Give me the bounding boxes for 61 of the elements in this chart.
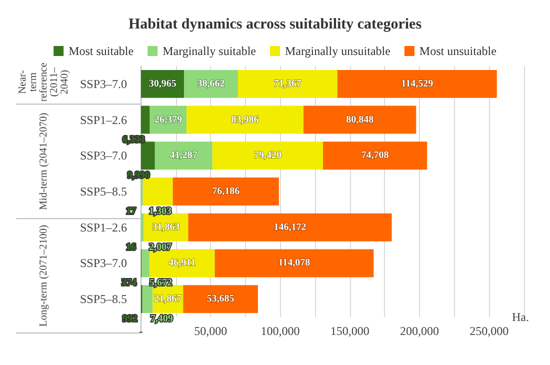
data-label: 83,986 (231, 114, 259, 126)
data-label: 79,420 (254, 150, 282, 162)
y-tick-label: SSP1–2.6 (80, 220, 127, 234)
legend-label: Most unsuitable (419, 44, 496, 58)
bar (323, 142, 428, 170)
bar (188, 213, 392, 242)
bar (214, 249, 374, 278)
bar (186, 106, 304, 134)
data-label: 9,990 (127, 170, 150, 182)
x-axis-title: Ha. (512, 310, 529, 324)
x-tick-label: 150,000 (330, 324, 370, 338)
x-tick-label: 100,000 (260, 324, 300, 338)
data-label: 114,529 (401, 78, 434, 90)
y-tick-label: SSP5–8.5 (80, 184, 127, 198)
text: Near-term reference (2011–2040) (18, 62, 70, 102)
data-label: 74,708 (361, 150, 389, 162)
y-tick-label: SSP3–7.0 (80, 256, 127, 270)
bar (141, 213, 144, 242)
bar (142, 178, 173, 206)
text: Mid-term (2041–2070) (38, 112, 50, 210)
data-label: 80,848 (346, 114, 374, 126)
bar (142, 285, 153, 314)
x-tick-label: - (139, 324, 143, 338)
data-label: 71,367 (274, 78, 302, 90)
data-label: 41,287 (170, 150, 198, 162)
x-tick-label: 200,000 (400, 324, 440, 338)
data-label: 46,911 (168, 258, 196, 269)
x-tick-label: 50,000 (194, 324, 228, 338)
data-label: 6,333 (122, 134, 145, 146)
y-tick-label: SSP1–2.6 (80, 112, 127, 127)
bar (304, 106, 416, 134)
bar (141, 106, 150, 134)
data-label: 26,379 (154, 114, 182, 126)
chart-title: Habitat dynamics across suitability categories (128, 16, 422, 32)
data-label: 992 (122, 314, 138, 325)
data-label: 146,172 (274, 222, 306, 233)
data-label: 76,186 (212, 186, 240, 197)
text: Long-term (2071–2100) (38, 224, 50, 327)
y-tick-label: SSP3–7.0 (80, 148, 127, 163)
bar (172, 178, 279, 206)
bar (212, 142, 324, 170)
data-label: 21,867 (154, 294, 182, 305)
data-label: 17 (126, 206, 136, 217)
data-label: 374 (122, 278, 137, 289)
data-label: 53,685 (206, 294, 234, 305)
data-label: 38,662 (197, 78, 225, 90)
bar (142, 249, 150, 278)
legend-label: Marginally unsuitable (285, 44, 390, 58)
y-tick-label: SSP5–8.5 (80, 292, 127, 306)
bar (238, 70, 338, 98)
legend-label: Most suitable (68, 44, 134, 58)
bar (337, 70, 497, 98)
x-tick-label: 250,000 (470, 324, 509, 338)
data-label: 7,409 (150, 314, 173, 325)
data-label: 31,863 (152, 222, 180, 233)
data-label: 16 (126, 242, 136, 253)
data-label: 114,078 (278, 258, 310, 269)
bar (183, 285, 258, 314)
y-tick-label: SSP3–7.0 (80, 76, 127, 91)
data-label: 30,965 (148, 78, 176, 90)
legend-label: Marginally suitable (162, 44, 256, 58)
